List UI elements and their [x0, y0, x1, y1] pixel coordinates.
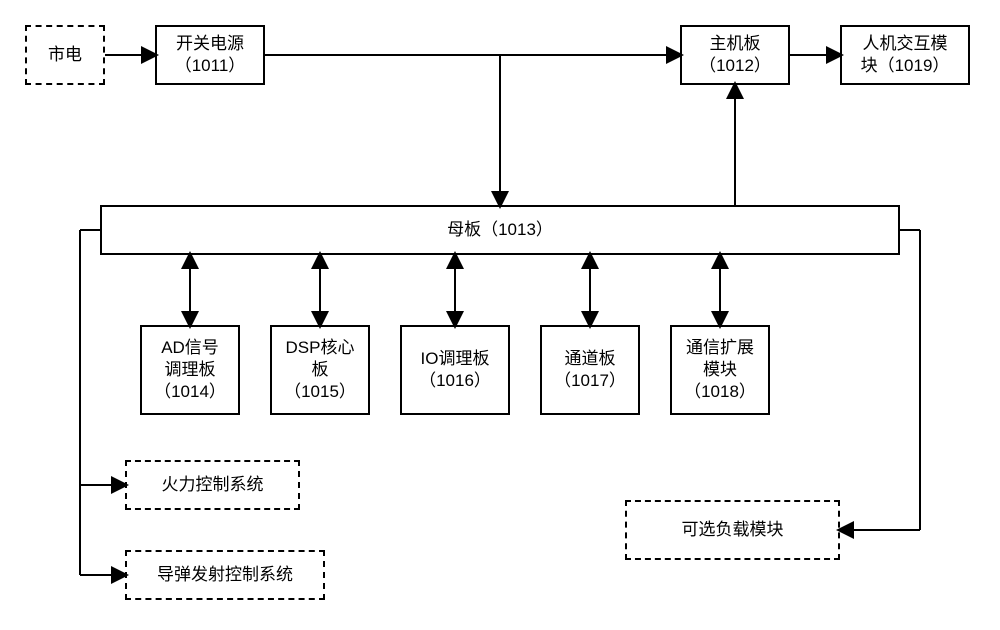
- node-optional-load: 可选负载模块: [625, 500, 840, 560]
- node-motherboard: 母板（1013）: [100, 205, 900, 255]
- node-psu: 开关电源 （1011）: [155, 25, 265, 85]
- node-ad-board: AD信号 调理板 （1014）: [140, 325, 240, 415]
- node-mainboard-label: 主机板: [710, 33, 761, 55]
- node-io-label: IO调理板: [421, 348, 490, 370]
- node-io-id: （1016）: [419, 370, 491, 392]
- node-fire-control: 火力控制系统: [125, 460, 300, 510]
- node-hmi-label: 人机交互模 块（1019）: [861, 33, 950, 77]
- node-ad-label: AD信号 调理板: [161, 337, 219, 381]
- arrows-layer: [0, 0, 1000, 630]
- node-mainboard: 主机板 （1012）: [680, 25, 790, 85]
- node-dsp-id: （1015）: [284, 381, 356, 403]
- node-fire-label: 火力控制系统: [162, 474, 264, 496]
- node-psu-label: 开关电源: [176, 33, 244, 55]
- node-comm-id: （1018）: [684, 381, 756, 403]
- node-mains-label: 市电: [48, 44, 82, 66]
- node-mainboard-id: （1012）: [699, 55, 771, 77]
- node-channel-board: 通道板 （1017）: [540, 325, 640, 415]
- node-missile-control: 导弹发射控制系统: [125, 550, 325, 600]
- node-chan-label: 通道板: [565, 348, 616, 370]
- node-motherboard-label: 母板（1013）: [447, 219, 553, 241]
- node-comm-label: 通信扩展 模块: [686, 337, 754, 381]
- node-ad-id: （1014）: [154, 381, 226, 403]
- node-psu-id: （1011）: [175, 55, 246, 77]
- node-chan-id: （1017）: [554, 370, 626, 392]
- node-comm-module: 通信扩展 模块 （1018）: [670, 325, 770, 415]
- node-dsp-board: DSP核心 板 （1015）: [270, 325, 370, 415]
- node-missile-label: 导弹发射控制系统: [157, 564, 293, 586]
- node-io-board: IO调理板 （1016）: [400, 325, 510, 415]
- node-mains: 市电: [25, 25, 105, 85]
- node-dsp-label: DSP核心 板: [286, 337, 355, 381]
- node-optload-label: 可选负载模块: [682, 519, 784, 541]
- node-hmi: 人机交互模 块（1019）: [840, 25, 970, 85]
